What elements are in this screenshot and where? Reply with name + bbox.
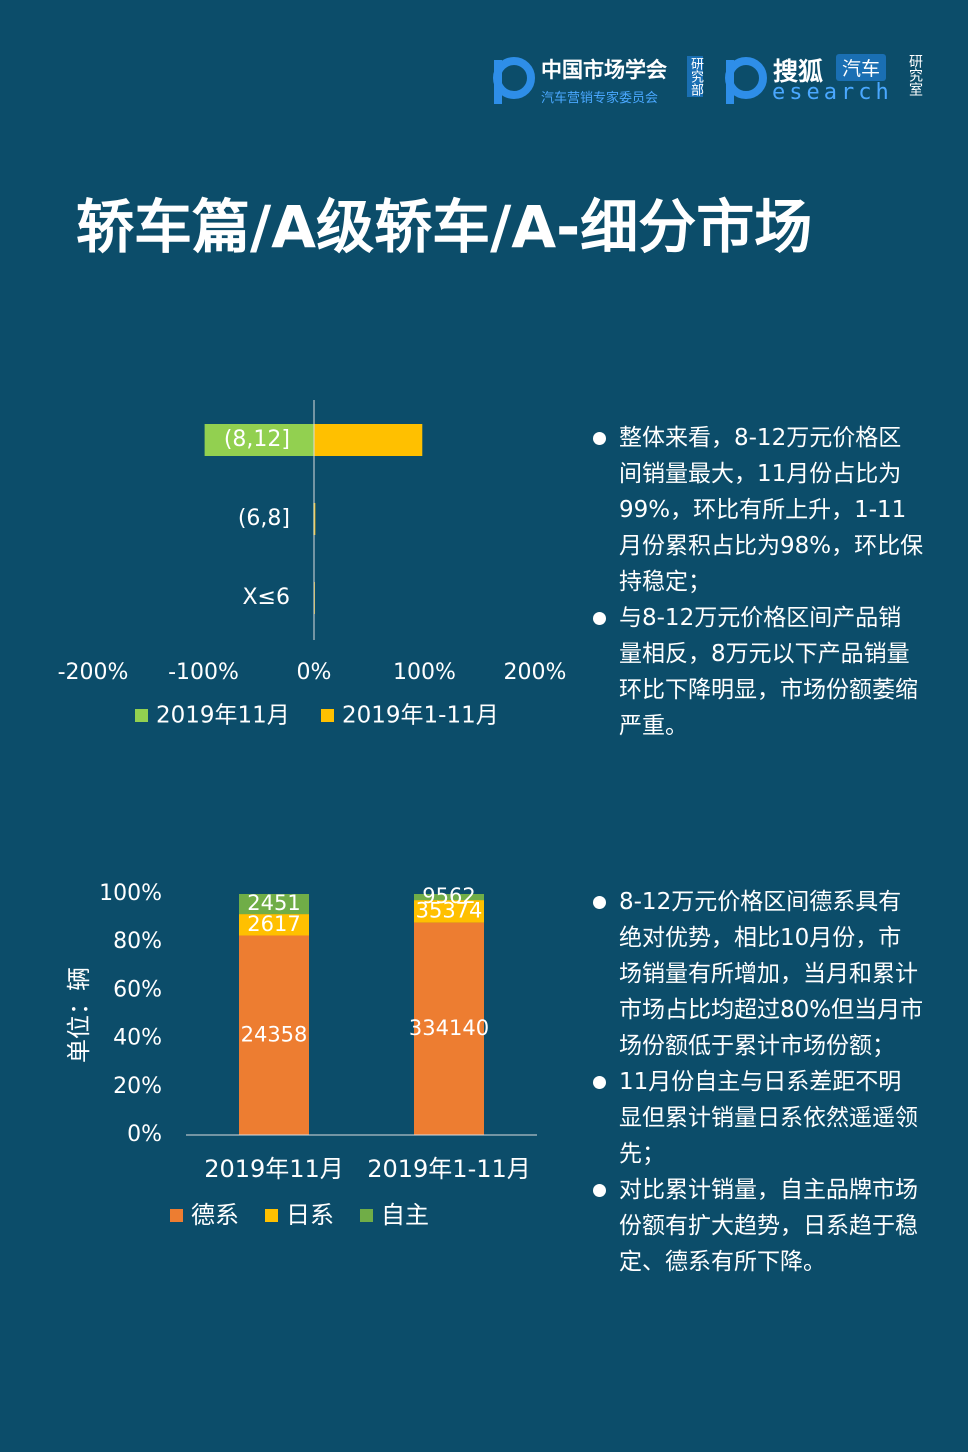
x-tick-label: 2019年1-11月: [367, 1155, 531, 1183]
legend-swatch: [321, 709, 334, 722]
legend-label: 自主: [381, 1201, 429, 1229]
legend-swatch: [265, 1209, 278, 1222]
y-tick-label: 0%: [127, 1122, 162, 1147]
notes: 8-12万元价格区间德系具有绝对优势，相比10月份，市场销量有所增加，当月和累计…: [593, 884, 924, 1280]
legend-swatch: [170, 1209, 183, 1222]
notes: 整体来看，8-12万元价格区间销量最大，11月份占比为99%，环比有所上升，1-…: [593, 420, 924, 744]
org-name: 搜狐: [773, 57, 824, 86]
bar-segment: [239, 894, 309, 915]
legend-swatch: [135, 709, 148, 722]
note: 8-12万元价格区间德系具有绝对优势，相比10月份，市场销量有所增加，当月和累计…: [593, 884, 924, 1064]
data-label: 35374: [416, 898, 483, 922]
org-dept: 研究部: [687, 56, 703, 97]
data-label: 334140: [409, 1016, 489, 1040]
bar: [314, 503, 316, 535]
page-title: 轿车篇/A级轿车/A-细分市场: [76, 193, 813, 261]
logo-r: [494, 60, 502, 104]
data-label: 2617: [247, 912, 300, 936]
legend-swatch: [360, 1209, 373, 1222]
x-tick-label: 2019年11月: [204, 1155, 344, 1183]
legend-label: 2019年1-11月: [342, 703, 499, 729]
category-label: X≤6: [242, 585, 290, 610]
bar-segment: [414, 894, 484, 901]
bar-segment: [239, 914, 309, 936]
logo-r: [726, 60, 734, 104]
org-name: 中国市场学会: [541, 58, 667, 82]
org-tag: 汽车: [836, 54, 887, 81]
legend-label: 德系: [191, 1201, 239, 1229]
legend-label: 2019年11月: [156, 703, 290, 729]
x-tick-label: -200%: [58, 660, 129, 685]
x-tick-label: -100%: [168, 660, 239, 685]
data-label: 24358: [241, 1022, 308, 1046]
data-label: 9562: [422, 884, 475, 908]
legend-label: 日系: [286, 1201, 334, 1229]
y-tick-label: 40%: [113, 1026, 162, 1051]
data-label: 2451: [247, 891, 300, 915]
y-tick-label: 20%: [113, 1074, 162, 1099]
y-tick-label: 80%: [113, 929, 162, 954]
category-label: (8,12]: [224, 427, 290, 452]
y-tick-label: 100%: [99, 881, 162, 906]
note: 对比累计销量，自主品牌市场份额有扩大趋势，日系趋于稳定、德系有所下降。: [593, 1172, 924, 1280]
bar: [314, 424, 423, 456]
bar: [204, 424, 314, 456]
bar-segment: [414, 900, 484, 923]
x-tick-label: 100%: [393, 660, 456, 685]
x-tick-label: 0%: [297, 660, 332, 685]
bar-segment: [414, 922, 484, 1135]
y-tick-label: 60%: [113, 977, 162, 1002]
note: 11月份自主与日系差距不明显但累计销量日系依然遥遥领先；: [593, 1064, 924, 1172]
logos: [493, 57, 767, 104]
org-dept: 研究室: [907, 54, 923, 96]
note: 与8-12万元价格区间产品销量相反，8万元以下产品销量环比下降明显，市场份额萎缩…: [593, 600, 924, 744]
org-word: esearch: [772, 80, 893, 105]
x-tick-label: 200%: [504, 660, 567, 685]
y-axis-label: 单位：辆: [65, 967, 93, 1063]
bar-segment: [239, 935, 309, 1135]
org-sub: 汽车营销专家委员会: [541, 91, 659, 106]
category-label: (6,8]: [238, 506, 290, 531]
note: 整体来看，8-12万元价格区间销量最大，11月份占比为99%，环比有所上升，1-…: [593, 420, 924, 600]
